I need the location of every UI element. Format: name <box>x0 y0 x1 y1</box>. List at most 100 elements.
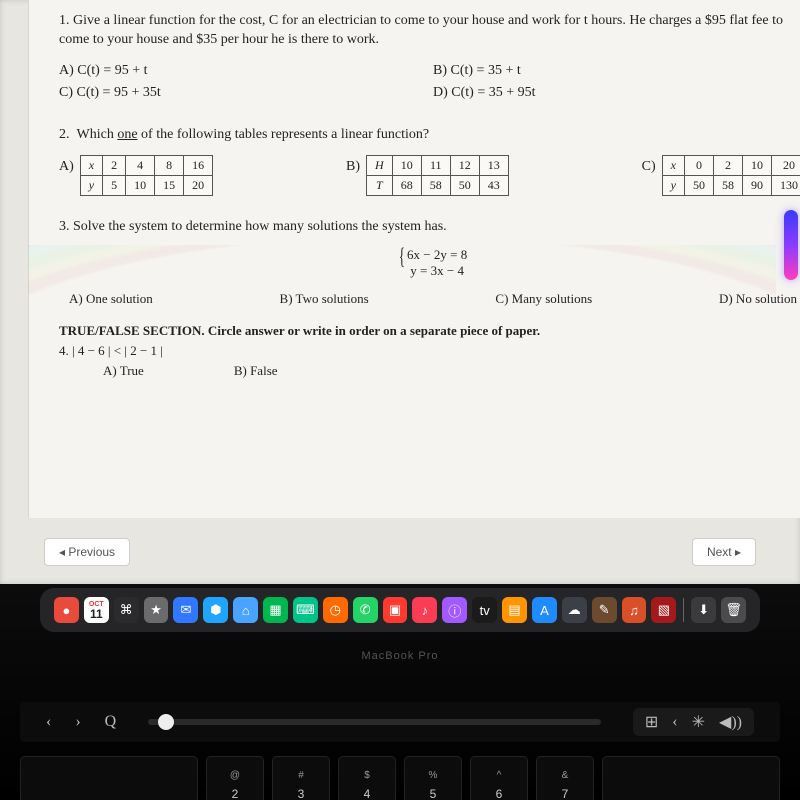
touch-bar[interactable]: ‹ › Q ⊞ ‹ ✳ ◀︎)) <box>20 702 780 742</box>
cell: 2 <box>103 155 126 175</box>
q3-option-d[interactable]: D) No solution <box>719 291 797 307</box>
cell: 15 <box>155 175 184 195</box>
q4-option-true[interactable]: A) True <box>103 363 144 379</box>
volume-icon[interactable]: ◀︎)) <box>719 712 742 732</box>
tf-header: TRUE/FALSE SECTION. Circle answer or wri… <box>59 323 800 339</box>
cell: 90 <box>742 175 771 195</box>
true-false-section: TRUE/FALSE SECTION. Circle answer or wri… <box>59 323 800 379</box>
key[interactable]: @2 <box>206 756 264 800</box>
key[interactable]: &7 <box>536 756 594 800</box>
back-icon[interactable]: ‹ <box>46 713 51 731</box>
calendar-day: 11 <box>90 608 103 620</box>
q3-eq2: y = 3x − 4 <box>410 263 464 278</box>
touch-bar-controls: ⊞ ‹ ✳ ◀︎)) <box>633 708 754 736</box>
dock-app-icon[interactable]: A <box>532 597 557 623</box>
back-icon-2[interactable]: ‹ <box>672 713 677 731</box>
cell: 2 <box>713 155 742 175</box>
dock-app-icon[interactable]: ▧ <box>651 597 676 623</box>
key[interactable] <box>20 756 198 800</box>
q3-prompt: 3. Solve the system to determine how man… <box>59 218 800 237</box>
forward-icon[interactable]: › <box>75 713 80 731</box>
cell: 20 <box>771 155 800 175</box>
search-icon[interactable]: Q <box>105 713 117 731</box>
dock-app-icon[interactable]: ♪ <box>412 597 437 623</box>
brightness-icon[interactable]: ✳ <box>692 712 705 732</box>
q2-table-a: x 2 4 8 16 y 5 10 15 20 <box>80 155 213 196</box>
dock-app-icon[interactable]: ♫ <box>622 597 647 623</box>
cell: 4 <box>126 155 155 175</box>
cell: 20 <box>184 175 213 195</box>
cell: 10 <box>742 155 771 175</box>
q3-option-a[interactable]: A) One solution <box>69 291 153 307</box>
q1-option-d[interactable]: D) C(t) = 35 + 95t <box>433 82 800 104</box>
dock-icon[interactable]: ● <box>54 597 79 623</box>
dock-calendar-icon[interactable]: OCT 11 <box>84 597 109 623</box>
table-row: y 50 58 90 130 <box>662 175 800 195</box>
cell: 0 <box>684 155 713 175</box>
dock-app-icon[interactable]: ☁ <box>562 597 587 623</box>
cell: 11 <box>421 155 450 175</box>
question-2: 2. Which one of the following tables rep… <box>59 126 800 196</box>
key[interactable]: ^6 <box>470 756 528 800</box>
dock-app-icon[interactable]: ⬢ <box>203 597 228 623</box>
q3-option-c[interactable]: C) Many solutions <box>495 291 592 307</box>
dock-app-icon[interactable]: tv <box>472 597 497 623</box>
q1-option-a[interactable]: A) C(t) = 95 + t <box>59 60 433 82</box>
q2-label-c: C) <box>642 155 656 175</box>
table-row: x 0 2 10 20 <box>662 155 800 175</box>
cell: 50 <box>684 175 713 195</box>
dock-app-icon[interactable]: ⌘ <box>114 597 139 623</box>
q3-options: A) One solution B) Two solutions C) Many… <box>59 287 800 307</box>
cell: 12 <box>450 155 479 175</box>
new-tab-icon[interactable]: ⊞ <box>645 712 658 732</box>
dock-downloads-icon[interactable]: ⬇ <box>691 597 716 623</box>
cell: 8 <box>155 155 184 175</box>
key[interactable]: #3 <box>272 756 330 800</box>
cell: T <box>367 175 393 195</box>
cell: 10 <box>392 155 421 175</box>
dock-app-icon[interactable]: ▣ <box>383 597 408 623</box>
dock-app-icon[interactable]: ◷ <box>323 597 348 623</box>
cell: 16 <box>184 155 213 175</box>
next-button[interactable]: Next ▸ <box>692 538 756 566</box>
page-nav: ◂ Previous Next ▸ <box>44 538 756 566</box>
cell: 50 <box>450 175 479 195</box>
q4-options: A) True B) False <box>103 363 800 379</box>
dock-app-icon[interactable]: ✎ <box>592 597 617 623</box>
q2-option-b[interactable]: B) H 10 11 12 13 T 68 <box>346 155 509 196</box>
q1-option-b[interactable]: B) C(t) = 35 + t <box>433 60 800 82</box>
brace-icon: { <box>399 242 405 271</box>
q1-option-c[interactable]: C) C(t) = 95 + 35t <box>59 82 433 104</box>
q2-prompt: 2. Which one of the following tables rep… <box>59 126 800 145</box>
laptop-brand-label: MacBook Pro <box>0 650 800 662</box>
key[interactable]: %5 <box>404 756 462 800</box>
cell: 10 <box>126 175 155 195</box>
keyboard-row: @2#3$4%5^6&7 <box>20 756 780 800</box>
q3-eq1: 6x − 2y = 8 <box>407 247 467 262</box>
q2-table-c: x 0 2 10 20 y 50 58 90 130 <box>662 155 800 196</box>
q2-option-c[interactable]: C) x 0 2 10 20 y 50 <box>642 155 800 196</box>
dock-app-icon[interactable]: ⓘ <box>442 597 467 623</box>
dock-app-icon[interactable]: ★ <box>144 597 169 623</box>
table-row: T 68 58 50 43 <box>367 175 509 195</box>
prev-button[interactable]: ◂ Previous <box>44 538 130 566</box>
touch-bar-slider[interactable] <box>148 719 601 725</box>
q4-option-false[interactable]: B) False <box>234 363 278 379</box>
q2-table-b: H 10 11 12 13 T 68 58 50 4 <box>366 155 509 196</box>
key[interactable] <box>602 756 780 800</box>
dock-app-icon[interactable]: ✆ <box>353 597 378 623</box>
macos-dock[interactable]: ● OCT 11 ⌘★✉⬢⌂▦⌨◷✆▣♪ⓘtv▤A☁✎♫▧ ⬇ 🗑 <box>40 588 760 632</box>
dock-app-icon[interactable]: ⌨ <box>293 597 318 623</box>
cell: 68 <box>392 175 421 195</box>
dock-app-icon[interactable]: ▦ <box>263 597 288 623</box>
worksheet-page: 1. Give a linear function for the cost, … <box>28 0 800 518</box>
dock-trash-icon[interactable]: 🗑 <box>721 597 746 623</box>
dock-app-icon[interactable]: ⌂ <box>233 597 258 623</box>
cell: x <box>80 155 102 175</box>
q2-option-a[interactable]: A) x 2 4 8 16 y 5 <box>59 155 213 196</box>
key[interactable]: $4 <box>338 756 396 800</box>
dock-app-icon[interactable]: ✉ <box>173 597 198 623</box>
q3-option-b[interactable]: B) Two solutions <box>280 291 369 307</box>
cell: 13 <box>479 155 508 175</box>
dock-app-icon[interactable]: ▤ <box>502 597 527 623</box>
